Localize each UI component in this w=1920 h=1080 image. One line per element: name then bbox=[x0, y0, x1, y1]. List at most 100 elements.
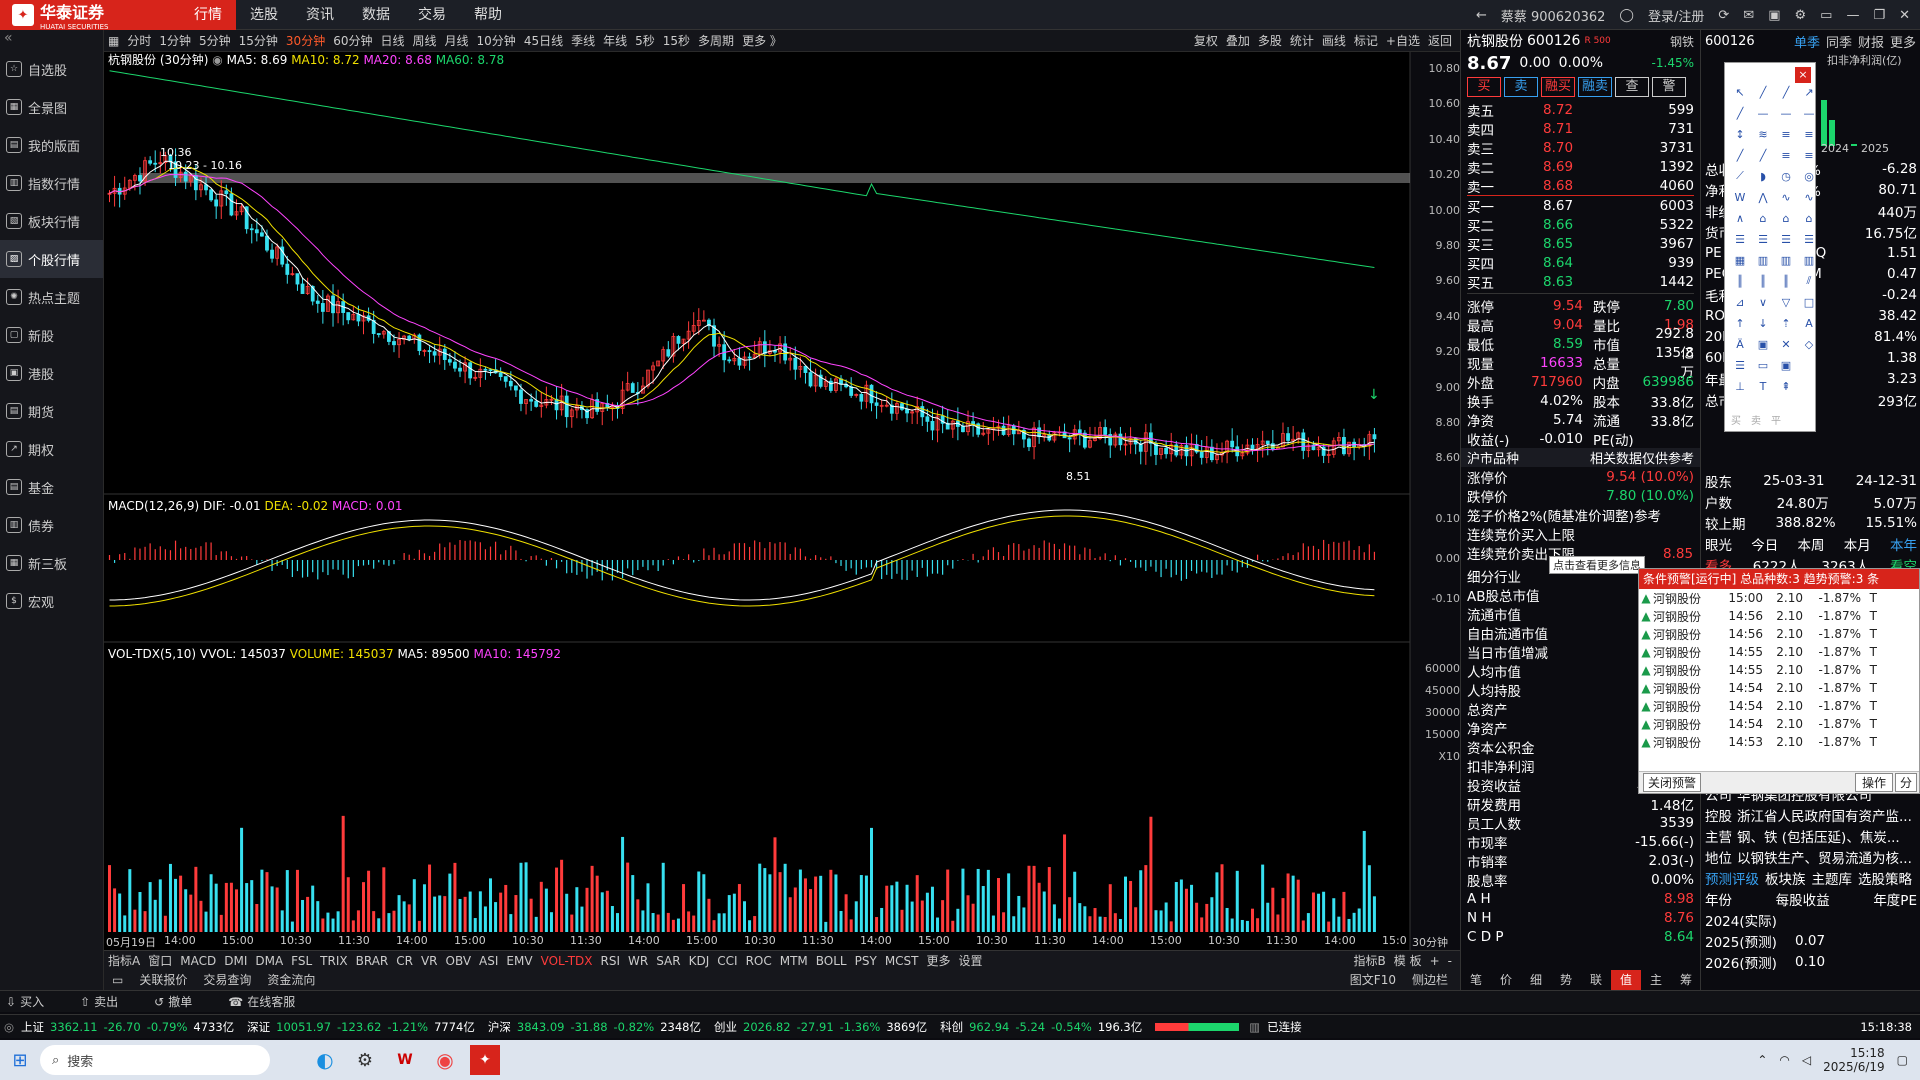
draw-tool-icon[interactable]: ↕ bbox=[1735, 127, 1745, 141]
trade-button-4[interactable]: 查 bbox=[1615, 77, 1649, 97]
menu-5[interactable]: 帮助 bbox=[474, 7, 502, 23]
trade-button-1[interactable]: 卖 bbox=[1504, 77, 1538, 97]
draw-flat[interactable]: 平 bbox=[1771, 416, 1781, 427]
settings-icon[interactable]: ⚙ bbox=[356, 1049, 374, 1071]
sector-name[interactable]: 钢铁 bbox=[1669, 34, 1694, 49]
taskbar-search[interactable]: ⌕ 搜索 bbox=[40, 1045, 270, 1075]
period-13[interactable]: 5秒 bbox=[635, 33, 655, 48]
draw-tool-icon[interactable]: ☰ bbox=[1735, 232, 1745, 246]
collapse-icon[interactable]: « bbox=[4, 30, 13, 46]
sidebar-item-10[interactable]: ↗ 期权 bbox=[0, 430, 103, 468]
draw-tool-icon[interactable]: ☰ bbox=[1735, 358, 1745, 372]
draw-tool-icon[interactable]: ▭ bbox=[1757, 358, 1769, 372]
draw-tool-icon[interactable]: ≡ bbox=[1804, 127, 1814, 141]
draw-tool-icon[interactable]: ▣ bbox=[1780, 358, 1792, 372]
indicator-10[interactable]: OBV bbox=[445, 953, 472, 968]
trade-button-0[interactable]: 买 bbox=[1467, 77, 1501, 97]
draw-tool-icon[interactable] bbox=[1800, 356, 1818, 374]
indicator-24[interactable]: 更多 bbox=[926, 953, 951, 968]
period-tool-1[interactable]: 叠加 bbox=[1225, 34, 1250, 48]
book-row[interactable]: 买三 8.65 3967 bbox=[1461, 234, 1700, 254]
period-8[interactable]: 月线 bbox=[444, 33, 469, 48]
trade-button-2[interactable]: 融买 bbox=[1541, 77, 1575, 97]
action-0[interactable]: ⇩ 买入 bbox=[6, 993, 62, 1010]
draw-tool-icon[interactable]: ≡ bbox=[1781, 127, 1791, 141]
draw-tool-icon[interactable]: ◇ bbox=[1804, 337, 1814, 351]
wifi-icon[interactable]: ◠ bbox=[1779, 1053, 1790, 1067]
draw-tool-icon[interactable]: W bbox=[1734, 190, 1746, 204]
draw-tool-palette[interactable]: × ↖ ╱ ╱ ↗ ╱ — — — ↕ ≋ ≡ ≡ ╱ ╱ ≡ ≡ ⟋ ◗ ◷ ◎ W ⋀ ∿ ∿ ∧ ⌂ ⌂ ⌂ ☰ ☰ ☰ ☰ ▦ ▥ ▥ ▥ ║ ║… bbox=[1724, 62, 1816, 432]
draw-tool-icon[interactable]: — bbox=[1757, 106, 1769, 120]
indicator-4[interactable]: DMA bbox=[255, 953, 284, 968]
draw-tool-icon[interactable] bbox=[1800, 377, 1818, 395]
index-3[interactable]: 创业 2026.82 -27.91 -1.36% 3869亿 bbox=[714, 1019, 933, 1035]
indicator-6[interactable]: TRIX bbox=[320, 953, 348, 968]
draw-tool-icon[interactable]: — bbox=[1780, 106, 1792, 120]
indicator-9[interactable]: VR bbox=[420, 953, 438, 968]
period-10[interactable]: 45日线 bbox=[523, 33, 564, 48]
draw-tool-icon[interactable]: ▦ bbox=[1734, 253, 1746, 267]
indicator-18[interactable]: CCI bbox=[717, 953, 738, 968]
f10-tab-2[interactable]: 财报 bbox=[1857, 35, 1884, 51]
period-tool-4[interactable]: 画线 bbox=[1321, 34, 1346, 48]
draw-tool-icon[interactable]: ⌂ bbox=[1782, 211, 1790, 225]
sidebar-item-1[interactable]: ▦ 全景图 bbox=[0, 88, 103, 126]
skin-icon[interactable]: ▭ bbox=[1820, 7, 1833, 23]
index-4[interactable]: 科创 962.94 -5.24 -0.54% 196.3亿 bbox=[940, 1019, 1148, 1035]
ahn-row[interactable]: A H 8.98 bbox=[1461, 889, 1700, 908]
book-row[interactable]: 卖四 8.71 731 bbox=[1461, 119, 1700, 139]
indicator-1[interactable]: 窗口 bbox=[148, 953, 173, 968]
alert-row[interactable]: ▲ 河钢股份 15:00 2.10 -1.87% T bbox=[1639, 589, 1919, 607]
eye-tab-4[interactable]: 本年 bbox=[1890, 537, 1917, 554]
period-14[interactable]: 15秒 bbox=[662, 33, 691, 48]
alert-row[interactable]: ▲ 河钢股份 14:54 2.10 -1.87% T bbox=[1639, 679, 1919, 697]
rating-tab-0[interactable]: 预测评级 bbox=[1705, 871, 1759, 888]
draw-tool-icon[interactable]: ▥ bbox=[1757, 253, 1769, 267]
grid-icon[interactable]: ▦ bbox=[108, 33, 120, 48]
indicator-20[interactable]: MTM bbox=[779, 953, 808, 968]
period-tool-7[interactable]: 返回 bbox=[1427, 34, 1452, 48]
chart-setting-icon[interactable]: ◉ bbox=[212, 53, 223, 67]
restore-icon[interactable]: ❐ bbox=[1873, 7, 1886, 23]
period-9[interactable]: 10分钟 bbox=[476, 33, 516, 48]
draw-tool-icon[interactable]: ⇡ bbox=[1781, 316, 1791, 330]
user-icon[interactable]: ◯ bbox=[1619, 7, 1634, 23]
login-link[interactable]: 登录/注册 bbox=[1647, 9, 1705, 25]
draw-tool-icon[interactable]: ∿ bbox=[1781, 190, 1791, 204]
period-2[interactable]: 5分钟 bbox=[199, 33, 231, 48]
draw-tool-icon[interactable]: ≋ bbox=[1758, 127, 1768, 141]
user-account[interactable]: 蔡蔡 900620362 bbox=[1500, 9, 1606, 25]
indicator-0[interactable]: 指标A bbox=[108, 953, 141, 968]
close-icon[interactable]: ✕ bbox=[1899, 7, 1910, 23]
panel-icon[interactable]: ▭ bbox=[112, 973, 124, 987]
action-1[interactable]: ⇧ 卖出 bbox=[80, 993, 136, 1010]
index-1[interactable]: 深证 10051.97 -123.62 -1.21% 7774亿 bbox=[247, 1019, 481, 1035]
indicator-25[interactable]: 设置 bbox=[958, 953, 983, 968]
draw-tool-icon[interactable]: ◎ bbox=[1804, 169, 1814, 183]
indicator-tool-0[interactable]: 指标B bbox=[1353, 953, 1386, 968]
draw-tool-icon[interactable]: ◷ bbox=[1781, 169, 1791, 183]
alert-row[interactable]: ▲ 河钢股份 14:56 2.10 -1.87% T bbox=[1639, 607, 1919, 625]
draw-tool-icon[interactable]: ↑ bbox=[1735, 316, 1745, 330]
indicator-15[interactable]: WR bbox=[628, 953, 649, 968]
period-15[interactable]: 多周期 bbox=[698, 33, 735, 48]
edge-icon[interactable]: ◐ bbox=[316, 1048, 334, 1072]
action-2[interactable]: ↺ 撤单 bbox=[154, 993, 210, 1010]
draw-tool-icon[interactable]: ╱ bbox=[1736, 148, 1744, 162]
trade-button-5[interactable]: 警 bbox=[1652, 77, 1686, 97]
period-1[interactable]: 1分钟 bbox=[159, 33, 191, 48]
sidebar-item-13[interactable]: ▦ 新三板 bbox=[0, 544, 103, 582]
book-row[interactable]: 卖二 8.69 1392 bbox=[1461, 157, 1700, 177]
bottom-tab-0[interactable]: 关联报价 bbox=[139, 973, 188, 987]
back-arrow-icon[interactable]: ← bbox=[1475, 7, 1487, 23]
indicator-5[interactable]: FSL bbox=[291, 953, 313, 968]
draw-tool-icon[interactable]: ║ bbox=[1782, 274, 1790, 288]
draw-tool-icon[interactable]: ╱ bbox=[1759, 85, 1767, 99]
period-tool-2[interactable]: 多股 bbox=[1257, 34, 1282, 48]
draw-tool-icon[interactable]: ⌂ bbox=[1759, 211, 1767, 225]
quote-tab-3[interactable]: 势 bbox=[1559, 973, 1572, 987]
indicator-16[interactable]: SAR bbox=[656, 953, 681, 968]
book-row[interactable]: 卖五 8.72 599 bbox=[1461, 100, 1700, 120]
period-6[interactable]: 日线 bbox=[380, 33, 405, 48]
draw-tool-icon[interactable]: ⋀ bbox=[1758, 190, 1768, 204]
